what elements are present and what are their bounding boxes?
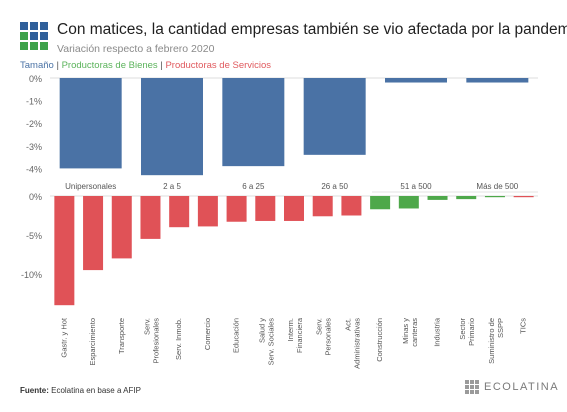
bottom-x-tick-label: Serv.Personales bbox=[315, 318, 333, 356]
bottom-x-tick-label: Industria bbox=[433, 317, 442, 347]
bottom-x-tick-label: Transporte bbox=[117, 318, 126, 354]
logo-square bbox=[30, 22, 38, 30]
logo-square bbox=[20, 22, 28, 30]
brand-name: ECOLATINA bbox=[484, 381, 560, 393]
bottom-bar bbox=[312, 196, 333, 217]
top-x-tick-label: 6 a 25 bbox=[242, 182, 265, 191]
logo-square bbox=[40, 22, 48, 30]
source-text: Ecolatina en base a AFIP bbox=[48, 386, 141, 395]
legend: Tamaño | Productoras de Bienes | Product… bbox=[20, 60, 271, 71]
top-bar bbox=[385, 78, 447, 83]
bottom-bar bbox=[54, 196, 75, 306]
bottom-x-tick-label: Esparcimiento bbox=[88, 318, 97, 366]
bottom-y-tick-label: -10% bbox=[21, 270, 42, 280]
legend-item-services: Productoras de Servicios bbox=[165, 60, 272, 71]
top-bar bbox=[466, 78, 529, 83]
bottom-x-tick-label: Construcción bbox=[375, 318, 384, 362]
bottom-x-tick-label: Serv.Profesionales bbox=[142, 318, 160, 364]
logo-squares bbox=[20, 22, 48, 50]
chart-title: Con matices, la cantidad empresas tambié… bbox=[57, 21, 567, 38]
bottom-bar bbox=[83, 196, 104, 271]
bottom-x-tick-label: SectorPrimario bbox=[458, 318, 476, 346]
chart-area: 0% -1% -2% -3% -4% Unipersonales 2 a 5 6 a 25 26… bbox=[21, 74, 538, 369]
top-y-tick-label: -2% bbox=[26, 119, 42, 129]
bottom-bar bbox=[255, 196, 276, 221]
top-x-tick-label: Unipersonales bbox=[65, 182, 116, 191]
logo-square bbox=[20, 32, 28, 40]
logo-square bbox=[40, 32, 48, 40]
bottom-x-tick-label: Suministro deSSPP bbox=[487, 318, 505, 364]
top-bar bbox=[303, 78, 366, 155]
top-y-tick-label: -1% bbox=[26, 97, 42, 107]
logo-square bbox=[30, 32, 38, 40]
bottom-bar bbox=[111, 196, 132, 259]
logo-square bbox=[30, 42, 38, 50]
top-x-tick-label: Más de 500 bbox=[476, 182, 518, 191]
logo-square bbox=[40, 42, 48, 50]
bottom-bar bbox=[284, 196, 304, 221]
bottom-bar bbox=[456, 196, 477, 200]
bottom-x-tick-label: Serv. Inmob. bbox=[174, 318, 183, 360]
top-y-tick-label: -3% bbox=[26, 142, 42, 152]
top-y-tick-label: -4% bbox=[26, 164, 42, 174]
top-x-tick-label: 51 a 500 bbox=[400, 182, 432, 191]
bottom-bar bbox=[513, 196, 534, 198]
top-bar bbox=[141, 78, 203, 176]
brand-icon bbox=[465, 380, 479, 394]
bottom-bar bbox=[140, 196, 161, 239]
bottom-x-tick-label: TICs bbox=[519, 318, 528, 334]
bottom-x-tick-label: Interm.Financiera bbox=[286, 317, 304, 353]
bottom-x-tick-label: Act.Administrativas bbox=[343, 318, 361, 369]
bottom-bar bbox=[341, 196, 362, 216]
bottom-x-tick-label: Gastr. y Hot bbox=[59, 317, 68, 358]
bottom-x-tick-label: Minas ycanteras bbox=[401, 318, 419, 347]
source-label: Fuente: bbox=[20, 386, 49, 395]
bottom-x-tick-label: Comercio bbox=[203, 318, 212, 350]
bottom-bar bbox=[427, 196, 448, 200]
top-x-tick-label: 2 a 5 bbox=[163, 182, 181, 191]
source-note: Fuente: Ecolatina en base a AFIP bbox=[20, 386, 141, 395]
logo-square bbox=[20, 42, 28, 50]
top-y-tick-label: 0% bbox=[29, 74, 42, 84]
bottom-x-tick-label: Salud yServ. Sociales bbox=[257, 318, 275, 366]
bottom-bar bbox=[226, 196, 247, 222]
bottom-y-tick-label: 0% bbox=[29, 192, 42, 202]
top-bar bbox=[222, 78, 285, 167]
bottom-bar bbox=[398, 196, 419, 209]
legend-separator: | bbox=[53, 60, 62, 71]
chart-subtitle: Variación respecto a febrero 2020 bbox=[57, 43, 215, 55]
bottom-bar bbox=[169, 196, 190, 228]
bottom-bar bbox=[197, 196, 218, 227]
bottom-x-tick-label: Educación bbox=[232, 318, 241, 353]
legend-separator: | bbox=[157, 60, 166, 71]
brand-logo: ECOLATINA bbox=[465, 380, 559, 394]
legend-item-goods: Productoras de Bienes bbox=[61, 60, 158, 71]
bottom-y-tick-label: -5% bbox=[26, 231, 42, 241]
top-x-tick-label: 26 a 50 bbox=[321, 182, 348, 191]
bottom-bar bbox=[370, 196, 391, 210]
legend-item-size: Tamaño bbox=[20, 60, 54, 71]
bottom-bar bbox=[484, 196, 505, 198]
top-bar bbox=[59, 78, 122, 169]
